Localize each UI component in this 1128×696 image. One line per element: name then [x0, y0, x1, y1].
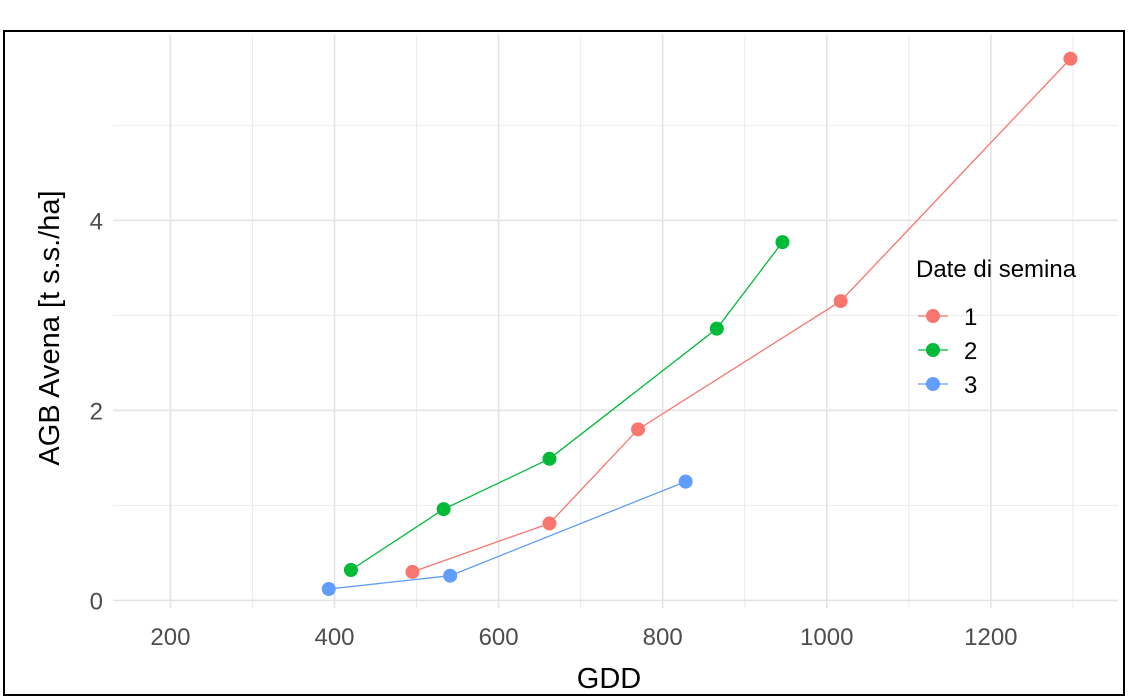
axis-ticks: 200 400 600 800 1000 1200 0 2 4	[90, 208, 1018, 651]
legend-items: 1 2 3	[918, 304, 977, 399]
x-tick-label: 400	[314, 624, 354, 651]
x-tick-label: 800	[643, 624, 683, 651]
data-point-series-1	[542, 516, 557, 531]
legend-label-3: 3	[964, 372, 977, 399]
legend: Date di semina 1 2 3	[916, 256, 1077, 399]
series-line-3	[328, 481, 686, 590]
data-point-series-1	[1063, 51, 1078, 66]
data-point-series-3	[678, 474, 693, 489]
data-point-series-2	[436, 502, 451, 517]
y-tick-label: 2	[90, 398, 103, 425]
legend-key-point-2	[926, 343, 940, 357]
data-point-series-2	[775, 235, 790, 250]
data-point-series-2	[343, 562, 358, 577]
legend-title: Date di semina	[916, 256, 1077, 283]
data-point-series-1	[405, 564, 420, 579]
data-point-series-2	[542, 451, 557, 466]
data-series	[321, 51, 1078, 596]
data-point-series-1	[631, 422, 646, 437]
data-point-series-3	[321, 581, 336, 596]
data-point-series-1	[833, 294, 848, 309]
legend-label-1: 1	[964, 304, 977, 331]
legend-label-2: 2	[964, 338, 977, 365]
legend-key-point-3	[926, 377, 940, 391]
x-tick-label: 1200	[964, 624, 1017, 651]
y-axis-title: AGB Avena [t s.s./ha]	[34, 190, 66, 465]
chart-frame	[3, 30, 1125, 696]
y-tick-label: 0	[90, 588, 103, 615]
data-point-series-3	[443, 568, 458, 583]
legend-key-point-1	[926, 309, 940, 323]
series-line-2	[350, 241, 783, 571]
grid-lines	[113, 35, 1118, 608]
y-tick-label: 4	[90, 208, 103, 235]
x-tick-label: 1000	[800, 624, 853, 651]
x-tick-label: 200	[150, 624, 190, 651]
x-tick-label: 600	[479, 624, 519, 651]
data-point-series-2	[709, 321, 724, 336]
x-axis-title: GDD	[577, 663, 641, 695]
